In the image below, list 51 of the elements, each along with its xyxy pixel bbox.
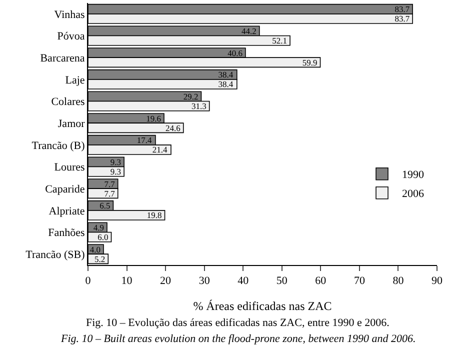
y-tick-label: Fanhões (48, 227, 85, 240)
x-tick-label: 0 (85, 275, 92, 288)
data-label: 7.7 (104, 188, 115, 198)
y-tick-label: Barcarena (40, 52, 85, 64)
data-label: 52.1 (272, 36, 288, 46)
data-label: 4.0 (90, 244, 101, 254)
y-tick-label: Alpriate (48, 205, 85, 218)
y-tick-label: Trancão (SB) (26, 248, 86, 261)
data-label: 19.6 (146, 113, 161, 124)
legend-label: 1990 (402, 169, 425, 182)
y-tick-label: Loures (54, 162, 85, 174)
x-tick-label: 70 (354, 275, 366, 288)
data-label: 19.8 (146, 210, 162, 220)
data-label: 21.4 (152, 144, 168, 155)
data-label: 6.5 (100, 200, 110, 211)
data-label: 7.7 (104, 178, 115, 189)
caption: Fig. 10 – Built areas evolution on the flood-prone zone, between 1990 and 2006. (60, 333, 416, 345)
data-label: 9.3 (110, 166, 122, 177)
y-tick-label: Vinhas (54, 8, 85, 21)
data-label: 38.4 (218, 70, 234, 80)
y-tick-label: Póvoa (57, 30, 85, 43)
x-tick-label: 20 (160, 275, 172, 288)
data-label: 83.7 (394, 4, 410, 14)
data-label: 38.4 (218, 79, 234, 90)
x-axis-title: % Áreas edificadas nas ZAC (193, 299, 332, 314)
data-label: 31.3 (191, 101, 206, 112)
x-tick-label: 90 (432, 275, 443, 288)
x-tick-label: 10 (121, 275, 133, 288)
data-label: 6.0 (98, 232, 108, 242)
data-label: 44.2 (242, 26, 256, 36)
data-label: 29.2 (183, 91, 198, 102)
y-tick-label: Colares (51, 96, 85, 108)
data-label: 40.6 (228, 48, 242, 58)
x-tick-label: 50 (276, 275, 288, 288)
y-tick-label: Laje (65, 74, 85, 86)
x-tick-label: 60 (315, 275, 327, 288)
x-tick-label: 80 (392, 275, 404, 288)
x-tick-label: 30 (198, 275, 210, 288)
data-label: 83.7 (394, 14, 410, 24)
data-label: 17.4 (136, 135, 152, 146)
y-tick-label: Jamor (58, 118, 86, 130)
caption: Fig. 10 – Evolução das áreas edificadas nas ZAC, entre 1990 e 2006. (86, 317, 390, 329)
legend-label: 2006 (402, 188, 425, 200)
data-label: 24.6 (166, 122, 180, 133)
x-tick-label: 40 (238, 275, 250, 288)
data-label: 4.9 (93, 222, 104, 232)
data-label: 9.3 (110, 156, 122, 167)
data-label: 5.2 (94, 254, 106, 264)
y-tick-label: Caparide (45, 183, 85, 196)
y-tick-label: Trancão (B) (32, 140, 86, 152)
data-label: 59.9 (302, 57, 318, 68)
